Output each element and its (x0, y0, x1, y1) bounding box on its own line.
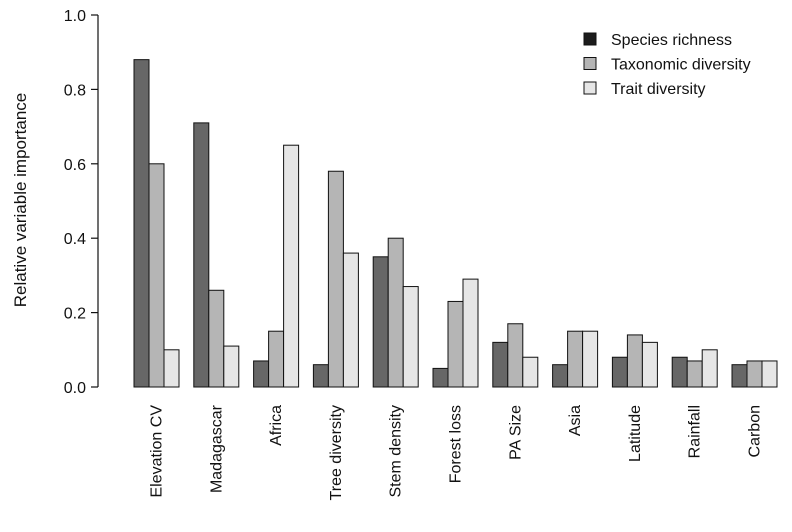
bar-group-stem-density (372, 237, 419, 388)
bar-taxonomic-diversity-carbon (746, 360, 763, 388)
bars (133, 59, 778, 388)
x-tick-label-africa: Africa (268, 405, 285, 446)
bar-trait-diversity-africa (283, 144, 300, 388)
x-tick-label-madagascar: Madagascar (208, 404, 225, 493)
bar-group-elevation-cv (133, 59, 180, 388)
bar-group-africa (253, 144, 300, 388)
bar-trait-diversity-tree-diversity (342, 252, 359, 388)
legend-swatch-species-richness (583, 32, 597, 46)
bar-taxonomic-diversity-tree-diversity (327, 170, 344, 388)
bar-trait-diversity-forest-loss (462, 278, 479, 388)
y-tick-label: 0.0 (64, 380, 86, 397)
y-tick-label: 0.4 (64, 231, 86, 248)
legend: Species richness Taxonomic diversity Trait… (583, 32, 751, 98)
x-tick-label-carbon: Carbon (747, 405, 764, 457)
bar-trait-diversity-pa-size (522, 356, 539, 388)
x-tick-label-asia: Asia (567, 405, 584, 436)
legend-label-taxonomic-diversity: Taxonomic diversity (611, 57, 751, 74)
bar-species-richness-stem-density (372, 256, 389, 388)
bar-species-richness-pa-size (492, 341, 509, 388)
bar-species-richness-asia (552, 364, 569, 388)
bar-taxonomic-diversity-pa-size (507, 323, 524, 388)
bar-species-richness-elevation-cv (133, 59, 150, 388)
y-axis: 0.0 0.2 0.4 0.6 0.8 1.0 (64, 8, 99, 397)
bar-trait-diversity-elevation-cv (163, 349, 180, 388)
bar-species-richness-rainfall (671, 356, 688, 388)
bar-species-richness-forest-loss (432, 367, 449, 388)
y-tick-label: 0.2 (64, 306, 86, 323)
legend-label-species-richness: Species richness (611, 32, 732, 49)
bar-trait-diversity-carbon (761, 360, 778, 388)
bar-taxonomic-diversity-africa (268, 330, 285, 388)
bar-species-richness-tree-diversity (312, 364, 329, 388)
bar-group-tree-diversity (312, 170, 359, 388)
bar-taxonomic-diversity-forest-loss (447, 300, 464, 388)
x-tick-label-forest-loss: Forest loss (448, 405, 465, 483)
x-tick-label-latitude: Latitude (627, 405, 644, 462)
y-tick-label: 0.8 (64, 82, 86, 99)
bar-taxonomic-diversity-stem-density (387, 237, 404, 388)
bar-trait-diversity-madagascar (223, 345, 240, 388)
bar-trait-diversity-asia (582, 330, 599, 388)
bar-taxonomic-diversity-asia (567, 330, 584, 388)
bar-species-richness-madagascar (193, 122, 210, 388)
bar-group-carbon (731, 360, 778, 388)
bar-species-richness-africa (253, 360, 270, 388)
legend-label-trait-diversity: Trait diversity (611, 81, 706, 98)
bar-trait-diversity-rainfall (701, 349, 718, 388)
bar-taxonomic-diversity-latitude (626, 334, 643, 388)
y-tick-label: 1.0 (64, 8, 86, 25)
bar-group-forest-loss (432, 278, 479, 388)
bar-group-rainfall (671, 349, 718, 388)
bar-group-madagascar (193, 122, 240, 388)
x-tick-label-tree-diversity: Tree diversity (328, 405, 345, 500)
legend-swatch-taxonomic-diversity (583, 57, 597, 70)
y-tick-label: 0.6 (64, 157, 86, 174)
bar-group-pa-size (492, 323, 539, 388)
bar-species-richness-carbon (731, 364, 748, 388)
bar-group-latitude (611, 334, 658, 388)
bar-group-asia (552, 330, 599, 388)
y-axis-label: Relative variable importance (11, 93, 30, 308)
x-tick-label-stem-density: Stem density (388, 405, 405, 497)
bar-trait-diversity-stem-density (402, 286, 419, 388)
bar-taxonomic-diversity-madagascar (208, 289, 225, 388)
x-tick-labels: Elevation CV Madagascar Africa Tree diversi… (149, 404, 764, 500)
bar-species-richness-latitude (611, 356, 628, 388)
bar-taxonomic-diversity-rainfall (686, 360, 703, 388)
bar-trait-diversity-latitude (641, 341, 658, 388)
x-tick-label-elevation-cv: Elevation CV (149, 405, 166, 498)
bar-taxonomic-diversity-elevation-cv (148, 163, 165, 388)
x-tick-label-rainfall: Rainfall (687, 405, 704, 458)
legend-swatch-trait-diversity (583, 81, 597, 95)
x-tick-label-pa-size: PA Size (507, 405, 524, 460)
